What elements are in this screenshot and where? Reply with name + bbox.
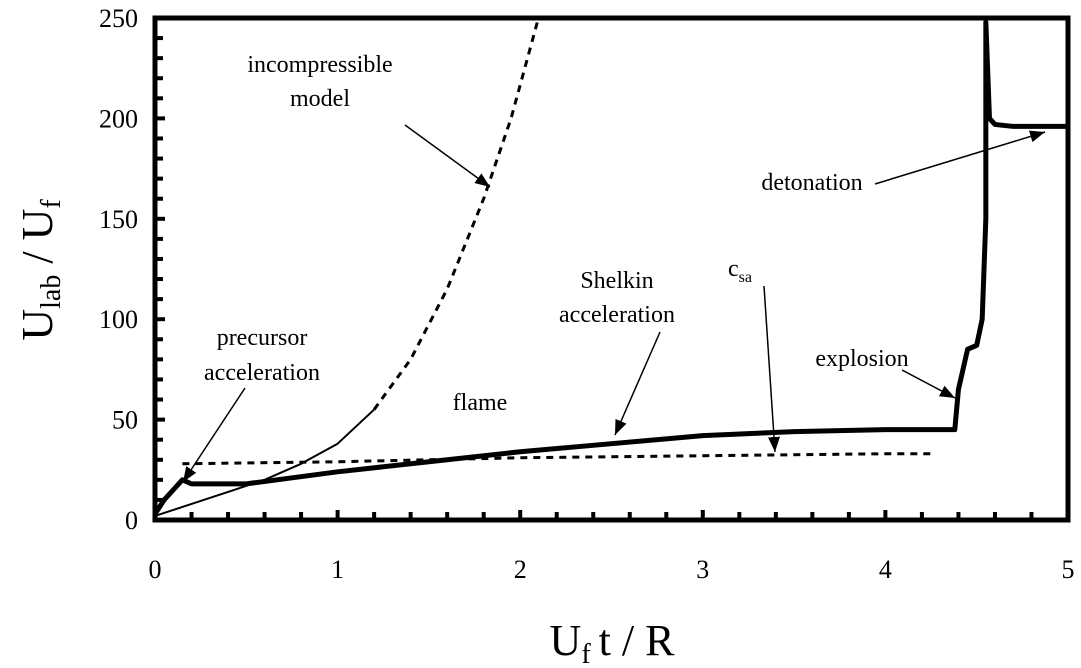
y-label-sub: lab bbox=[36, 275, 67, 309]
annotation: Shelkin bbox=[580, 268, 653, 294]
arrow bbox=[404, 124, 491, 188]
data-line bbox=[372, 17, 540, 411]
data-line bbox=[182, 452, 932, 466]
annotation: csa bbox=[728, 256, 752, 286]
data-line bbox=[154, 408, 375, 517]
y-label-part: U bbox=[13, 309, 62, 341]
annotation: precursor bbox=[217, 325, 308, 351]
annotation: explosion bbox=[815, 346, 908, 372]
x-tick-label: 4 bbox=[879, 555, 892, 584]
arrow bbox=[874, 130, 1046, 185]
annotation: flame bbox=[453, 390, 508, 416]
x-tick-label: 0 bbox=[149, 555, 162, 584]
annotation: model bbox=[290, 86, 350, 112]
x-axis-label: Uf t / R bbox=[550, 616, 676, 668]
x-tick-label: 2 bbox=[514, 555, 527, 584]
x-tick-label: 5 bbox=[1062, 555, 1075, 584]
y-tick-label: 100 bbox=[99, 305, 138, 334]
y-tick-label: 0 bbox=[125, 506, 138, 535]
y-label-sub: f bbox=[36, 199, 67, 209]
arrow bbox=[614, 331, 661, 436]
x-label-part: U bbox=[550, 616, 582, 665]
data-line bbox=[152, 19, 1068, 516]
annotation: incompressible bbox=[247, 52, 392, 78]
x-label-sub: f bbox=[581, 639, 591, 668]
x-tick-label: 3 bbox=[696, 555, 709, 584]
annotation-text: c bbox=[728, 256, 739, 282]
y-tick-label: 250 bbox=[99, 4, 138, 33]
y-tick-label: 200 bbox=[99, 104, 138, 133]
y-axis-label: Ulab / Uf bbox=[13, 199, 67, 341]
plot-frame bbox=[152, 15, 1071, 523]
y-label-part: / U bbox=[13, 209, 62, 275]
annotation: detonation bbox=[761, 170, 862, 196]
y-tick-label: 150 bbox=[99, 205, 138, 234]
x-label-part: t / R bbox=[599, 616, 675, 665]
annotation-subscript: sa bbox=[739, 269, 752, 286]
arrow bbox=[182, 387, 246, 483]
y-tick-label: 50 bbox=[112, 406, 138, 435]
x-tick-label: 1 bbox=[331, 555, 344, 584]
arrow bbox=[901, 369, 956, 399]
arrow bbox=[763, 285, 780, 453]
annotation: acceleration bbox=[559, 302, 675, 328]
annotation: acceleration bbox=[204, 360, 320, 386]
